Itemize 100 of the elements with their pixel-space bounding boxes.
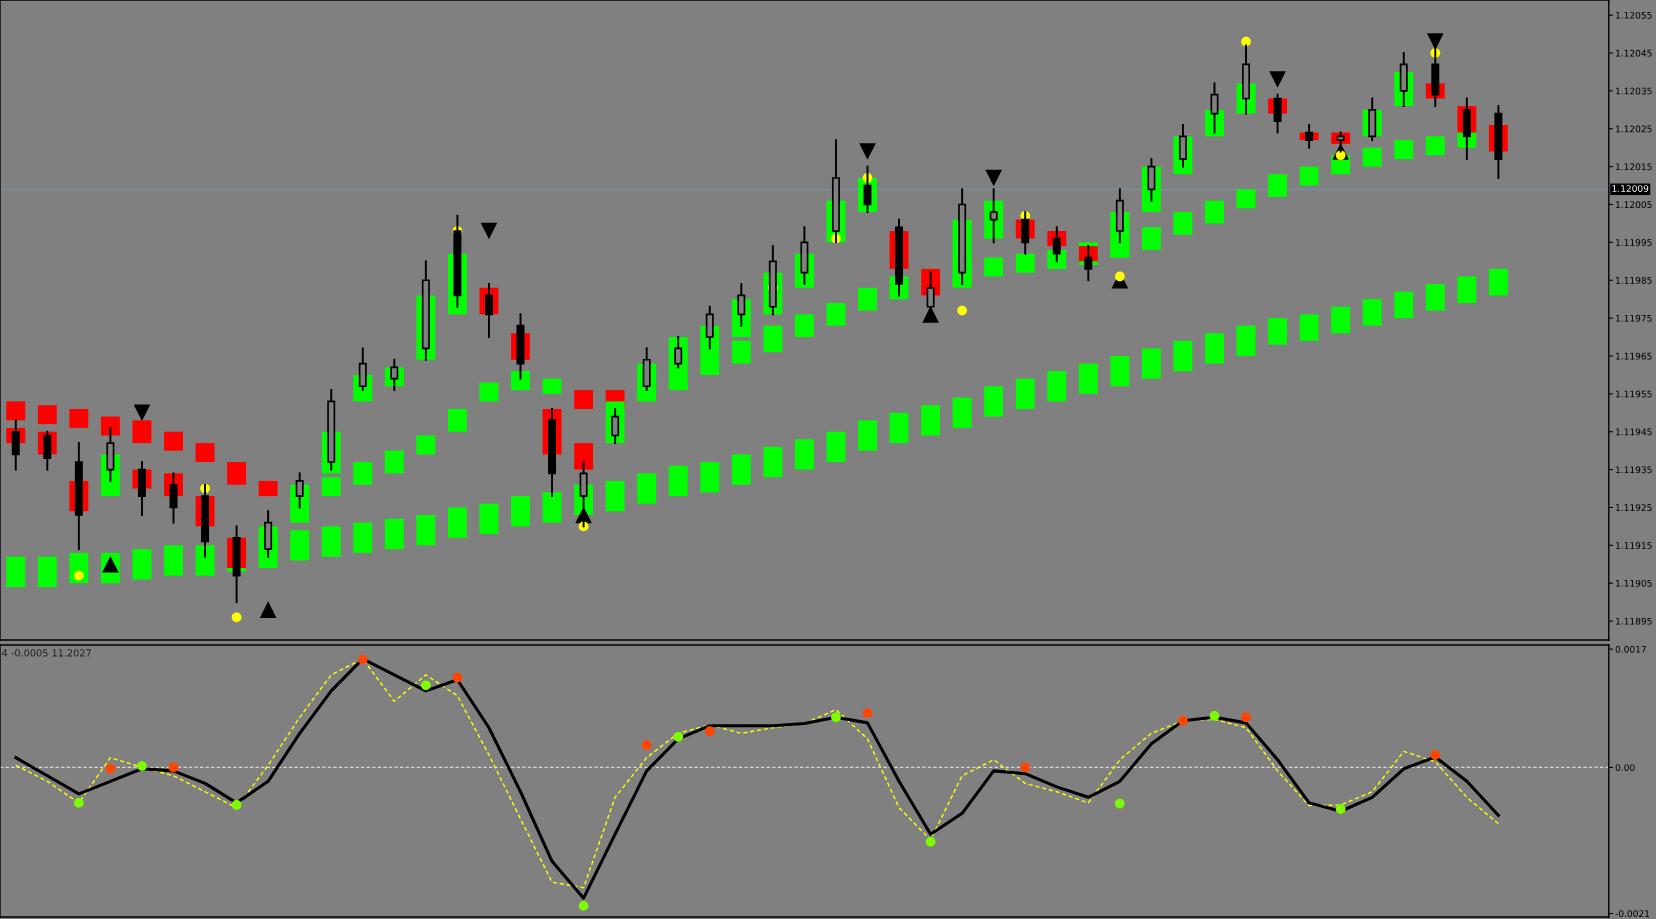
point [985,169,1003,187]
point [1114,271,1125,282]
bar [1394,291,1414,319]
bar [416,515,436,546]
bar [1331,306,1351,334]
y-tick-label: 1.12025 [1616,125,1652,133]
bar [1078,363,1098,394]
bar [416,435,436,455]
bar [479,382,499,402]
bar [542,378,562,394]
y-tick-label: 1.12015 [1616,163,1652,171]
bar [794,314,814,338]
bar [132,549,152,580]
point [105,763,116,774]
bar [858,287,877,311]
point [133,404,151,422]
bar [384,450,404,474]
y-tick-label: 1.11955 [1616,390,1652,398]
bar [69,408,89,428]
bar [447,408,467,432]
bar [605,480,625,512]
point [673,731,684,742]
bar [1488,268,1508,296]
bar [763,325,783,353]
bar [100,416,120,436]
point [704,726,715,737]
bar [794,439,814,470]
point [231,612,242,623]
bar [479,503,499,534]
point [1335,804,1346,814]
bar [227,462,247,485]
bar [447,507,467,538]
point [480,222,498,240]
bar [984,386,1004,417]
bar [637,473,657,504]
y-tick-label: -0.0021 [1615,910,1650,918]
y-tick-label: 0.0017 [1615,645,1646,653]
bar [353,522,373,553]
point [922,305,939,323]
bar [1236,189,1256,209]
bar [826,431,846,463]
bar [1205,333,1224,364]
bar [132,420,152,444]
bar [1141,227,1161,250]
bar [1394,140,1414,160]
candlestick [1147,158,1156,202]
bar [321,526,341,557]
y-tick-label: 1.11995 [1616,239,1652,246]
bar [1015,378,1035,409]
bar [511,371,530,391]
bar [1299,166,1319,186]
point [925,836,936,847]
bar [542,492,562,523]
bar [321,477,341,497]
bar [574,390,594,409]
bar [668,465,688,497]
bar [1015,253,1035,273]
y-tick-label: 1.12035 [1616,87,1652,95]
point [831,712,841,723]
point [137,761,147,771]
bar [1141,348,1161,379]
bar [731,454,751,485]
bar [1205,200,1224,224]
bar [1110,355,1130,387]
bar [290,530,310,561]
y-tick-label: 1.11905 [1616,579,1652,587]
point [168,762,179,773]
bar [1268,318,1288,345]
point [1114,798,1125,809]
bar [1236,325,1256,356]
point [1241,712,1251,723]
bar [1299,314,1319,341]
point [578,900,589,911]
y-tick-label: 1.11935 [1616,466,1652,474]
y-tick-label: 1.11895 [1616,617,1652,625]
bar [1457,276,1477,303]
y-tick-label: 1.11945 [1616,428,1652,436]
bar [195,443,215,463]
candlestick [611,408,620,445]
bar [1425,284,1445,311]
point [859,143,876,160]
y-tick-label: 1.11925 [1616,504,1652,512]
bar [6,556,26,587]
point [1430,750,1441,760]
bar [921,405,941,436]
y-tick-label: 1.11915 [1616,542,1652,549]
bar [1362,299,1382,326]
bar [731,340,751,364]
point [1241,36,1251,47]
bar [37,405,57,425]
bar [164,545,183,576]
bar [984,257,1004,277]
point [74,798,84,808]
bar [6,401,26,421]
y-tick-label: 0.00 [1615,764,1635,771]
point [259,601,277,619]
point [862,708,873,718]
point [1020,762,1031,773]
bar [37,556,57,587]
bar [1047,371,1067,402]
